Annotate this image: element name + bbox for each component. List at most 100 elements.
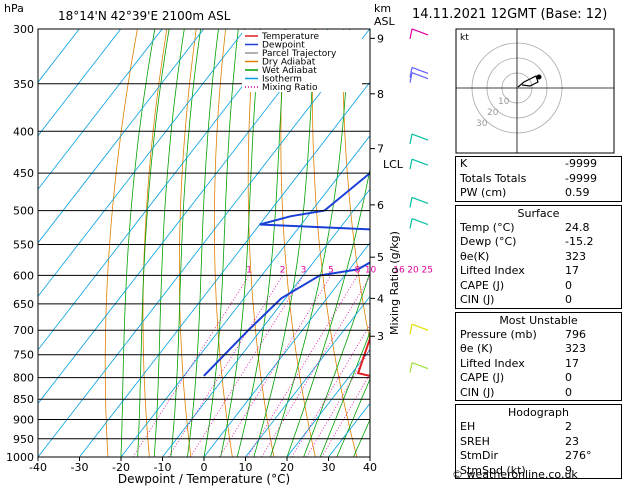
mixing-ratio-axis-label: Mixing Ratio (g/kg): [388, 231, 401, 335]
mixing-ratio-label: 1: [246, 265, 252, 275]
wind-barb-icon: [411, 133, 429, 141]
legend-item-label: Dewpoint: [262, 41, 305, 51]
x-tick-label: -40: [29, 461, 47, 474]
wind-barb-icon: [411, 217, 429, 226]
isotherm: [245, 295, 370, 457]
hpa-unit-label: hPa: [4, 2, 24, 15]
mixing-ratio-label: 16: [393, 265, 405, 275]
pressure-tick-label: 700: [13, 324, 34, 337]
legend-item-label: Isotherm: [262, 75, 302, 85]
km-tick-label: 3: [377, 330, 384, 343]
surface-cape-value: 0: [565, 278, 572, 292]
isotherm: [79, 81, 370, 457]
wet-adiabat: [303, 270, 370, 457]
mixing-ratio-label: 3: [301, 265, 307, 275]
km-tick-label: 6: [377, 199, 384, 212]
mixing-ratio-label: 8: [355, 265, 361, 275]
hodograph-ring-label: 20: [487, 108, 499, 118]
hodo-sreh-label: SREH: [460, 434, 490, 448]
legend-background: [242, 30, 362, 92]
mu-cape-value: 0: [565, 371, 572, 384]
isotherm: [38, 29, 246, 298]
hodo-stmspd-value: 9: [565, 463, 572, 477]
x-axis-label: Dewpoint / Temperature (°C): [118, 472, 290, 486]
wind-barb-icon: [411, 72, 429, 80]
wind-barb-icon: [411, 362, 429, 370]
legend-item-label: Wet Adiabat: [262, 66, 317, 76]
hodograph-frame: [455, 28, 615, 154]
legend-item-label: Temperature: [261, 32, 319, 42]
pressure-tick-label: 300: [13, 23, 34, 36]
surface-dewp-label: Dewp (°C): [460, 235, 517, 248]
mixing-ratio-line: [261, 275, 370, 457]
dry-adiabat: [213, 29, 233, 457]
mixing-ratio-line: [291, 323, 370, 457]
mixing-ratio-label: 10: [365, 265, 377, 275]
surface-dewp-value: -15.2: [565, 235, 594, 248]
hodograph-ring-label: 10: [498, 97, 510, 107]
wet-adiabat: [319, 331, 370, 457]
mixing-ratio-line: [247, 275, 358, 457]
mu-pressure-value: 796: [565, 327, 586, 341]
mu-pressure-label: Pressure (mb): [460, 327, 537, 341]
x-tick-label: -30: [71, 461, 89, 474]
isotherm: [38, 29, 288, 351]
copyright-text: © weatheronline.co.uk: [452, 468, 578, 481]
wet-adiabat: [220, 29, 261, 457]
wind-barb-icon: [409, 362, 413, 373]
hodo-stmdir-label: StmDir: [460, 449, 499, 462]
km-unit-label: km: [374, 2, 391, 15]
index-k-label: K: [460, 157, 468, 170]
hodograph-unit-label: kt: [460, 33, 469, 43]
stability-box: K -9999 Totals Totals -9999 PW (cm) 0.59: [455, 156, 622, 202]
hodograph-ring-label: 30: [476, 119, 488, 129]
location-label: 18°14'N 42°39'E 2100m ASL: [58, 9, 231, 23]
surface-cape-label: CAPE (J): [460, 278, 505, 292]
indices-panel: K -9999 Totals Totals -9999 PW (cm) 0.59 Su…: [455, 156, 622, 482]
wet-adiabat: [336, 378, 370, 457]
legend-item-label: Parcel Trajectory: [262, 49, 337, 59]
index-tt-value: -9999: [565, 171, 597, 185]
mixing-ratio-line: [219, 275, 332, 457]
wind-barb-icon: [409, 197, 413, 208]
surface-thetae-label: θe(K): [460, 249, 490, 263]
pressure-tick-label: 1000: [6, 451, 34, 464]
wind-barb-icon: [411, 323, 429, 331]
surface-title: Surface: [517, 206, 560, 220]
datetime-label: 14.11.2021 12GMT (Base: 12): [412, 7, 608, 22]
asl-unit-label: ASL: [374, 15, 396, 28]
surface-cin-label: CIN (J): [460, 293, 495, 306]
mu-cape-label: CAPE (J): [460, 371, 505, 384]
hodo-eh-label: EH: [460, 420, 476, 433]
pressure-tick-label: 850: [13, 393, 34, 406]
wet-adiabat: [203, 29, 239, 457]
lcl-label: LCL: [383, 158, 404, 171]
km-tick-label: 9: [377, 32, 384, 45]
x-tick-label: 40: [363, 461, 377, 474]
wind-barb-icon: [411, 66, 429, 75]
hodo-eh-value: 2: [565, 420, 572, 433]
wind-barb-icon: [409, 324, 413, 335]
legend-item-label: Mixing Ratio: [262, 83, 318, 93]
wind-barb-icon: [411, 158, 429, 166]
isotherm: [38, 29, 122, 137]
surface-li-value: 17: [565, 264, 579, 277]
hodograph-storm-marker: [536, 74, 542, 80]
mixing-ratio-label: 25: [421, 265, 432, 275]
mu-thetae-label: θe (K): [460, 342, 493, 355]
most-unstable-box: Most Unstable Pressure (mb) 796 θe (K) 323…: [455, 311, 622, 401]
pressure-tick-label: 750: [13, 349, 34, 362]
surface-box: Surface Temp (°C) 24.8 Dewp (°C) -15.2 θe(…: [455, 204, 622, 309]
pressure-tick-label: 800: [13, 372, 34, 385]
surface-cin-value: 0: [565, 293, 572, 306]
wind-barb-icon: [411, 196, 429, 204]
pressure-tick-label: 950: [13, 433, 34, 446]
hodograph-params-title: Hodograph: [508, 406, 569, 419]
pressure-tick-label: 650: [13, 298, 34, 311]
pressure-tick-label: 500: [13, 205, 34, 218]
hodo-stmspd-label: StmSpd (kt): [460, 463, 526, 477]
dry-adiabat: [280, 29, 316, 457]
pressure-tick-label: 550: [13, 238, 34, 251]
mu-li-label: Lifted Index: [460, 356, 525, 370]
index-k-value: -9999: [565, 157, 597, 170]
